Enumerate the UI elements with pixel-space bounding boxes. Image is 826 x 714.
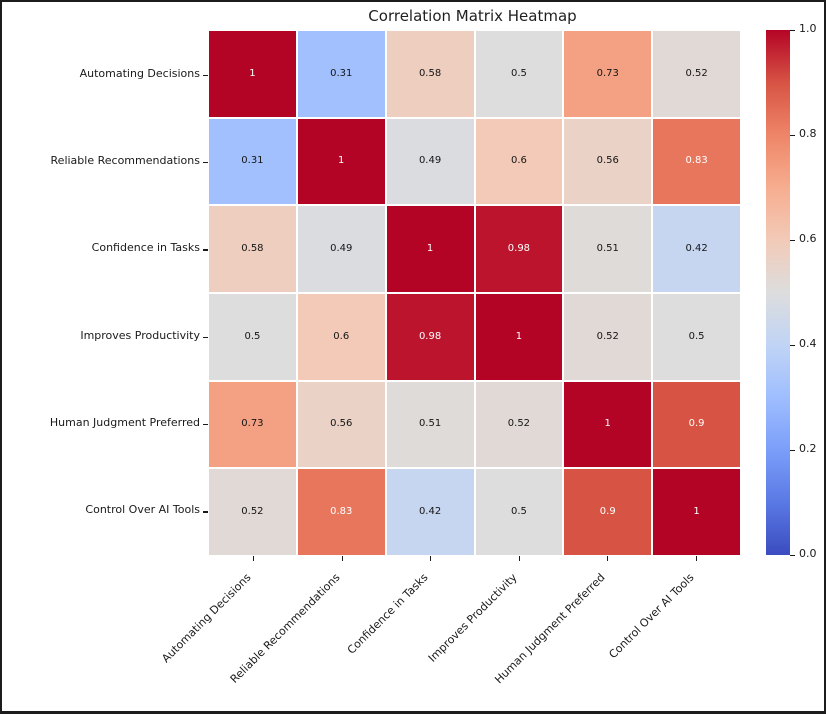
colorbar-tick-label: 0.6 [799, 232, 817, 245]
heatmap-cell: 0.9 [653, 381, 740, 468]
y-axis-label: Human Judgment Preferred [49, 416, 200, 429]
heatmap-cell: 1 [475, 293, 563, 380]
colorbar-tick-label: 0.8 [799, 127, 817, 140]
heatmap-cell: 0.73 [564, 31, 652, 117]
heatmap-cell: 0.5 [209, 293, 296, 380]
heatmap-cell: 1 [209, 31, 296, 117]
chart-title: Correlation Matrix Heatmap [368, 7, 577, 25]
y-axis-label: Automating Decisions [79, 66, 200, 80]
heatmap-cell: 0.49 [297, 206, 385, 292]
heatmap-cell: 0.52 [564, 293, 652, 380]
heatmap-cell: 0.51 [564, 206, 652, 292]
colorbar-tick-label: 1.0 [799, 22, 817, 35]
heatmap-cell: 0.98 [475, 206, 563, 292]
heatmap-cell: 0.98 [386, 293, 474, 380]
heatmap-cell: 0.51 [386, 381, 474, 468]
colorbar [766, 30, 790, 555]
x-tick-mark [341, 556, 343, 561]
y-tick-mark [203, 162, 208, 164]
heatmap-cell: 0.52 [475, 381, 563, 468]
y-tick-mark [203, 74, 208, 76]
heatmap-cell: 1 [653, 469, 740, 555]
heatmap-cell: 1 [386, 206, 474, 292]
heatmap-cell: 0.9 [564, 469, 652, 555]
colorbar-tick-mark [790, 135, 795, 137]
heatmap-cell: 0.42 [386, 469, 474, 555]
colorbar-tick-label: 0.0 [799, 547, 817, 560]
heatmap-cell: 0.5 [475, 469, 563, 555]
x-tick-mark [695, 556, 697, 561]
heatmap-cell: 0.52 [653, 31, 740, 117]
heatmap-cell: 0.31 [297, 31, 385, 117]
heatmap-cell: 0.6 [475, 118, 563, 205]
heatmap-cell: 0.49 [386, 118, 474, 205]
heatmap-cell: 0.5 [475, 31, 563, 117]
heatmap-cell: 0.42 [653, 206, 740, 292]
heatmap-cell: 0.73 [209, 381, 296, 468]
heatmap-cell: 0.5 [653, 293, 740, 380]
x-tick-mark [607, 556, 609, 561]
colorbar-tick-label: 0.2 [799, 442, 817, 455]
y-tick-mark [203, 249, 208, 251]
y-axis-label: Confidence in Tasks [91, 241, 200, 255]
heatmap-cell: 0.52 [209, 469, 296, 555]
heatmap-cell: 1 [297, 118, 385, 205]
y-axis-label: Reliable Recommendations [50, 154, 200, 167]
x-tick-mark [253, 556, 255, 561]
heatmap-cell: 0.83 [653, 118, 740, 205]
colorbar-tick-mark [790, 30, 795, 32]
x-axis-label: Control Over AI Tools [606, 570, 697, 662]
heatmap-cell: 1 [564, 381, 652, 468]
colorbar-tick-mark [790, 555, 795, 557]
heatmap-cell: 0.58 [209, 206, 296, 292]
heatmap-cell: 0.31 [209, 118, 296, 205]
heatmap-grid: 1 0.31 0.58 0.5 0.73 0.52 0.31 1 0.49 0.6 0.56 0.83… [209, 31, 740, 555]
colorbar-tick-label: 0.4 [799, 337, 817, 350]
y-axis-label: Control Over AI Tools [85, 503, 200, 517]
colorbar-tick-mark [790, 240, 795, 242]
y-axis-label: Improves Productivity [80, 328, 200, 342]
y-tick-mark [203, 511, 208, 513]
heatmap-cell: 0.56 [564, 118, 652, 205]
heatmap-cell: 0.58 [386, 31, 474, 117]
x-tick-mark [518, 556, 520, 561]
y-tick-mark [203, 336, 208, 338]
heatmap-cell: 0.56 [297, 381, 385, 468]
heatmap-cell: 0.83 [297, 469, 385, 555]
y-tick-mark [203, 424, 208, 426]
x-tick-mark [430, 556, 432, 561]
heatmap-cell: 0.6 [297, 293, 385, 380]
colorbar-tick-mark [790, 345, 795, 347]
colorbar-tick-mark [790, 450, 795, 452]
